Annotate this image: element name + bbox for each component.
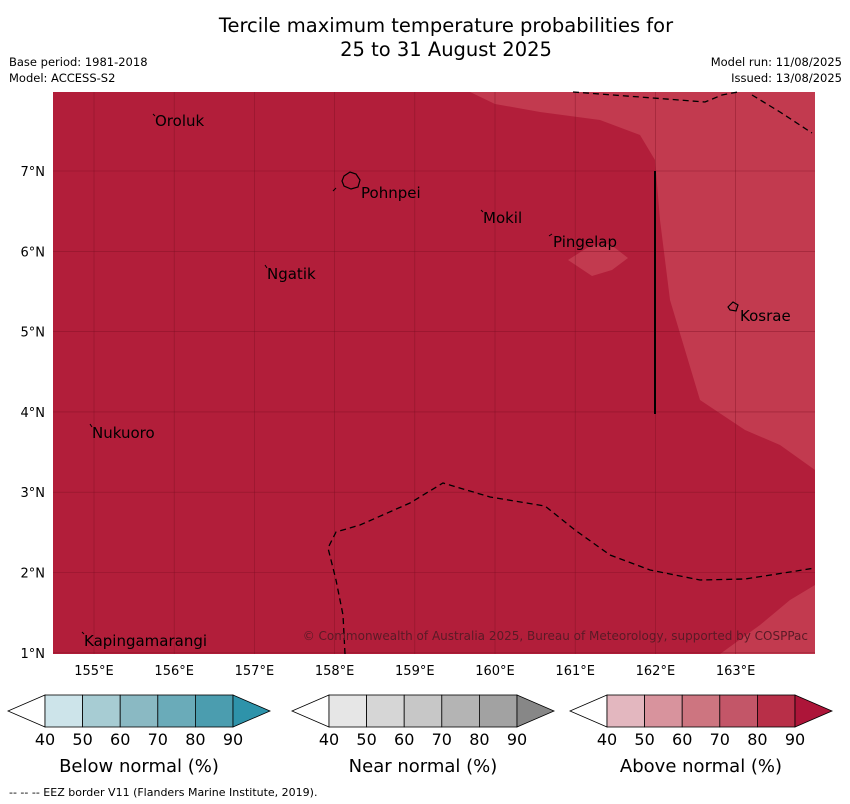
colorbar-tick-label: 70 xyxy=(710,730,730,749)
place-pingelap: Pingelap xyxy=(553,233,617,251)
colorbar-segment xyxy=(157,694,196,728)
colorbar-tick-label: 40 xyxy=(35,730,55,749)
place-kosrae: Kosrae xyxy=(740,307,791,325)
eez-border-north xyxy=(572,91,813,134)
colorbar-tick-label: 50 xyxy=(72,730,92,749)
colorbar-segment xyxy=(681,694,721,728)
longitude-tick-label: 155°E xyxy=(74,664,114,679)
colorbar-tick-label: 90 xyxy=(785,730,805,749)
colorbar-near: 40 50 60 70 80 90 Near normal (%) xyxy=(290,694,556,777)
secondary-probability-lower-right xyxy=(720,585,815,654)
colorbar-tick-label: 70 xyxy=(432,730,452,749)
latitude-tick-label: 5°N xyxy=(21,326,46,341)
latitude-axis: 7°N 6°N 5°N 4°N 3°N 2°N 1°N xyxy=(21,165,46,662)
place-mokil: Mokil xyxy=(483,209,522,227)
colorbar-segment xyxy=(403,694,443,728)
colorbar-title: Above normal (%) xyxy=(620,756,782,777)
colorbar-tick-label: 60 xyxy=(394,730,414,749)
small-atoll-marks xyxy=(81,113,553,635)
colorbar-segment xyxy=(44,694,83,728)
colorbar-tick-label: 90 xyxy=(507,730,527,749)
latitude-tick-label: 3°N xyxy=(21,486,46,501)
colorbar-segment xyxy=(606,694,645,728)
meta-left: Base period: 1981-2018 Model: ACCESS-S2 xyxy=(9,54,148,86)
place-nukuoro: Nukuoro xyxy=(92,424,155,442)
longitude-axis: 155°E 156°E 157°E 158°E 159°E 160°E 161°E 162°E… xyxy=(74,664,755,679)
map-gridlines xyxy=(53,92,815,654)
place-oroluk: Oroluk xyxy=(155,112,204,130)
colorbar-over-arrow xyxy=(794,694,834,728)
latitude-tick-label: 6°N xyxy=(21,245,46,260)
pohnpei-island-shape xyxy=(341,171,361,190)
colorbar-segment xyxy=(194,694,234,728)
colorbar-tick-label: 90 xyxy=(223,730,243,749)
chart-title: Tercile maximum temperature probabilitie… xyxy=(0,14,850,62)
title-line-1: Tercile maximum temperature probabilitie… xyxy=(218,14,674,37)
eez-border-south xyxy=(327,482,816,655)
colorbar-title: Near normal (%) xyxy=(349,756,498,777)
colorbar-tick-label: 80 xyxy=(469,730,489,749)
footer-note: -- -- -- EEZ border V11 (Flanders Marine… xyxy=(9,786,318,799)
title-line-2: 25 to 31 August 2025 xyxy=(340,38,552,61)
longitude-tick-label: 158°E xyxy=(315,664,355,679)
latitude-tick-label: 4°N xyxy=(21,406,46,421)
colorbar-tick-label: 80 xyxy=(747,730,767,749)
longitude-tick-label: 159°E xyxy=(395,664,435,679)
meta-right: Model run: 11/08/2025 Issued: 13/08/2025 xyxy=(711,54,842,86)
colorbar-segment xyxy=(719,694,758,728)
secondary-probability-corner xyxy=(735,92,815,135)
longitude-tick-label: 162°E xyxy=(636,664,676,679)
secondary-probability-patch xyxy=(568,244,628,276)
place-pohnpei: Pohnpei xyxy=(361,184,421,202)
longitude-tick-label: 161°E xyxy=(555,664,595,679)
colorbar-tick-label: 50 xyxy=(356,730,376,749)
colorbar-tick-label: 50 xyxy=(634,730,654,749)
base-period: Base period: 1981-2018 xyxy=(9,55,148,69)
colorbar-over-arrow xyxy=(516,694,556,728)
issued-date: Issued: 13/08/2025 xyxy=(731,71,842,85)
colorbar-tick-label: 60 xyxy=(110,730,130,749)
place-kapingamarangi: Kapingamarangi xyxy=(84,632,207,650)
colorbar-under-arrow xyxy=(290,694,330,728)
colorbar-segment xyxy=(119,694,159,728)
place-ngatik: Ngatik xyxy=(267,265,316,283)
colorbar-segment xyxy=(82,694,121,728)
model-name: Model: ACCESS-S2 xyxy=(9,71,116,85)
colorbar-tick-label: 80 xyxy=(185,730,205,749)
longitude-tick-label: 157°E xyxy=(235,664,275,679)
latitude-tick-label: 7°N xyxy=(21,165,46,180)
colorbar-tick-label: 70 xyxy=(148,730,168,749)
colorbar-title: Below normal (%) xyxy=(59,756,219,777)
colorbar-under-arrow xyxy=(568,694,608,728)
longitude-tick-label: 156°E xyxy=(154,664,194,679)
latitude-tick-label: 1°N xyxy=(21,647,46,662)
colorbar-under-arrow xyxy=(6,694,46,728)
colorbar-segment xyxy=(441,694,480,728)
longitude-tick-label: 160°E xyxy=(475,664,515,679)
colorbar-over-arrow xyxy=(232,694,272,728)
latitude-tick-label: 2°N xyxy=(21,567,46,582)
ant-atoll-shape xyxy=(332,187,337,192)
kosrae-island-shape xyxy=(727,301,739,312)
colorbar-segment xyxy=(644,694,683,728)
colorbar-tick-label: 40 xyxy=(319,730,339,749)
colorbar-segment xyxy=(757,694,796,728)
colorbar-tick-label: 40 xyxy=(597,730,617,749)
colorbar-tick-label: 60 xyxy=(672,730,692,749)
secondary-probability-region-upper xyxy=(470,92,815,470)
colorbar-segment xyxy=(366,694,405,728)
copyright-credit: © Commonwealth of Australia 2025, Bureau… xyxy=(303,629,808,643)
colorbar-segment xyxy=(478,694,518,728)
colorbar-segment xyxy=(328,694,367,728)
longitude-tick-label: 163°E xyxy=(716,664,756,679)
model-run: Model run: 11/08/2025 xyxy=(710,55,842,69)
